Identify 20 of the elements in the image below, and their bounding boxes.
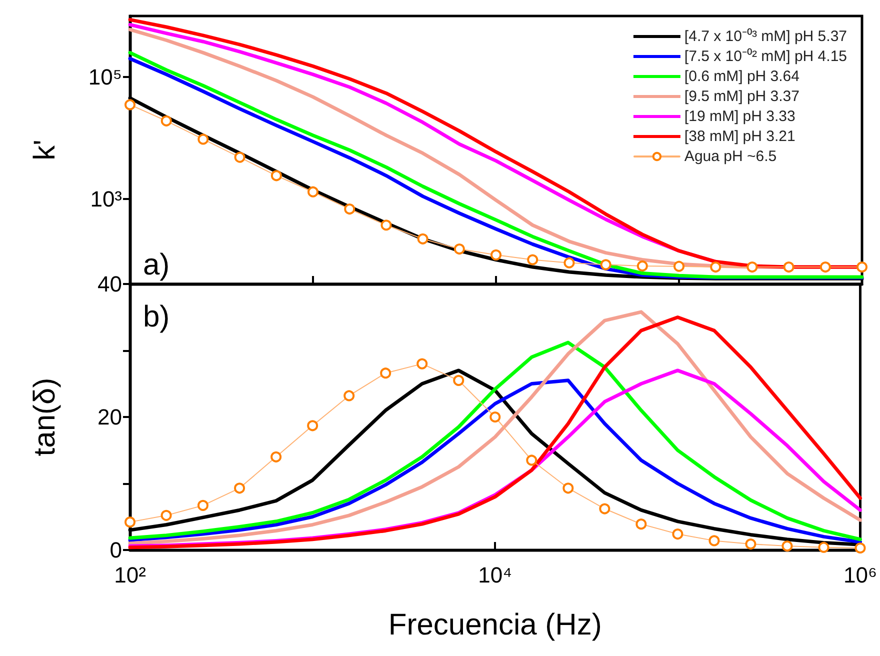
x-tick-label: 10⁴ (478, 562, 512, 588)
y-tick-label: 0 (110, 538, 122, 562)
x-tick-label: 10⁶ (843, 562, 877, 588)
y-tick-label: 20 (98, 404, 122, 430)
y-tick-label: 10⁵ (88, 64, 122, 90)
legend-label: [19 mM] pH 3.33 (684, 108, 796, 125)
x-axis-title: Frecuencia (Hz) (388, 608, 602, 642)
y-tick-label: 10³ (90, 186, 122, 212)
annotation: a) (143, 248, 170, 282)
y-axis-title: tan(δ) (28, 378, 62, 456)
y-axis-title: k' (28, 140, 62, 160)
annotation: b) (143, 300, 170, 334)
legend-label: [9.5 mM] pH 3.37 (684, 88, 800, 105)
legend-label: [4.7 x 10⁻⁰³ mM] pH 5.37 (684, 28, 848, 45)
legend-label: [7.5 x 10⁻⁰² mM] pH 4.15 (684, 48, 848, 65)
legend-label: [38 mM] pH 3.21 (684, 128, 796, 145)
x-tick-label: 10² (114, 562, 146, 588)
legend-label: [0.6 mM] pH 3.64 (684, 68, 800, 85)
y-tick-label: 40 (98, 272, 122, 296)
legend-label: Agua pH ~6.5 (684, 148, 777, 165)
